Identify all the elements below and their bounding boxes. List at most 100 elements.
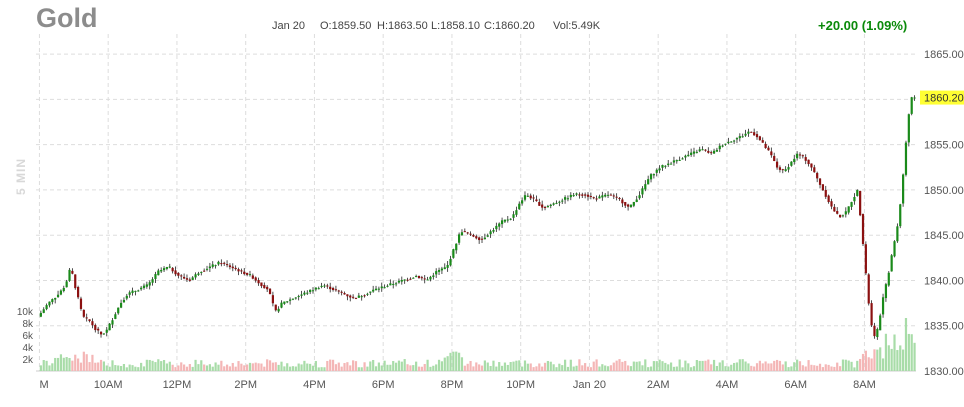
volume-bar <box>337 362 340 371</box>
volume-bar <box>655 361 658 371</box>
price-tick-label: 1855.00 <box>924 140 964 152</box>
volume-bar <box>45 360 48 371</box>
candle-body <box>512 214 515 218</box>
candle-body <box>592 197 595 199</box>
candle-body <box>781 169 784 171</box>
volume-bar <box>712 359 716 371</box>
volume-bar <box>443 357 446 371</box>
volume-bar <box>314 361 317 371</box>
candlesticks <box>39 95 916 340</box>
candle-body <box>563 197 567 200</box>
volume-bar <box>873 349 876 371</box>
candle-body <box>409 278 412 280</box>
volume-bar <box>684 360 687 371</box>
volume-bar <box>466 363 469 371</box>
volume-bar <box>584 363 587 371</box>
candle-body <box>647 179 650 185</box>
volume-bar <box>346 362 349 371</box>
volume-bar <box>478 364 481 371</box>
candle-body <box>423 278 426 280</box>
volume-bar <box>440 361 444 371</box>
volume-bar <box>257 363 260 371</box>
candle-body <box>217 261 220 265</box>
volume-bar <box>446 356 449 371</box>
candle-body <box>349 295 352 298</box>
candle-body <box>162 268 166 271</box>
time-tick-label: 12PM <box>163 379 192 391</box>
volume-bar <box>489 365 492 371</box>
volume-bar <box>523 360 527 371</box>
candle-body <box>343 293 346 295</box>
volume-bar <box>243 365 246 371</box>
candle-body <box>518 203 521 210</box>
volume-bar <box>48 365 51 371</box>
volume-bar <box>821 367 825 371</box>
volume-bar <box>157 359 160 371</box>
volume-bar <box>675 366 678 371</box>
time-tick-label: M <box>39 379 48 391</box>
candle-body <box>228 265 232 268</box>
volume-bar <box>853 367 856 371</box>
candle-body <box>205 268 209 270</box>
candle-body <box>417 275 421 279</box>
time-tick-label: 8AM <box>853 379 876 391</box>
candle-body <box>463 231 466 233</box>
volume-bar <box>217 364 220 371</box>
volume-bar <box>638 361 641 371</box>
volume-bar <box>690 367 693 371</box>
volume-bar <box>214 362 217 371</box>
volume-bar <box>859 358 862 371</box>
candle-body <box>793 158 796 163</box>
candle-body <box>59 290 63 295</box>
candle-body <box>45 305 48 310</box>
candle-body <box>354 298 358 300</box>
volume-bar <box>237 361 240 371</box>
candle-body <box>569 194 572 198</box>
volume-bar <box>678 359 681 371</box>
volume-bar <box>423 364 426 371</box>
candle-body <box>850 202 853 207</box>
volume-bar <box>211 366 214 371</box>
volume-bar <box>801 365 804 371</box>
candle-body <box>816 172 819 179</box>
candle-body <box>114 314 117 319</box>
candle-body <box>65 281 68 288</box>
volume-bar <box>266 359 269 371</box>
candle-body <box>174 270 177 275</box>
volume-bar <box>288 366 292 371</box>
volume-bar <box>77 358 80 371</box>
candle-body <box>910 97 913 114</box>
volume-bar <box>764 361 767 371</box>
candle-body <box>864 244 867 274</box>
volume-bar <box>856 360 859 371</box>
volume-bar <box>773 360 776 371</box>
candle-body <box>309 289 312 293</box>
candle-body <box>94 324 97 331</box>
volume-bar <box>790 366 793 371</box>
volume-bar <box>604 365 607 371</box>
candle-body <box>893 241 896 257</box>
volume-bar <box>701 360 704 371</box>
volume-bar <box>449 352 452 371</box>
volume-bar <box>718 362 721 371</box>
volume-bar <box>796 359 799 371</box>
volume-bar <box>283 366 286 371</box>
candle-body <box>687 154 690 157</box>
volume-bar <box>309 363 312 371</box>
candle-body <box>641 188 644 195</box>
candle-body <box>234 267 237 270</box>
candle-body <box>601 195 604 198</box>
volume-bar <box>463 365 466 371</box>
volume-bar <box>85 354 88 371</box>
volume-bar <box>838 366 842 371</box>
volume-bar <box>649 366 653 371</box>
candle-body <box>105 329 108 333</box>
volume-bar <box>82 351 85 371</box>
volume-bar <box>42 360 45 371</box>
candle-body <box>807 159 810 165</box>
volume-bar <box>231 362 234 371</box>
candle-body <box>506 219 509 221</box>
candle-body <box>469 233 472 235</box>
volume-bar <box>228 366 232 371</box>
